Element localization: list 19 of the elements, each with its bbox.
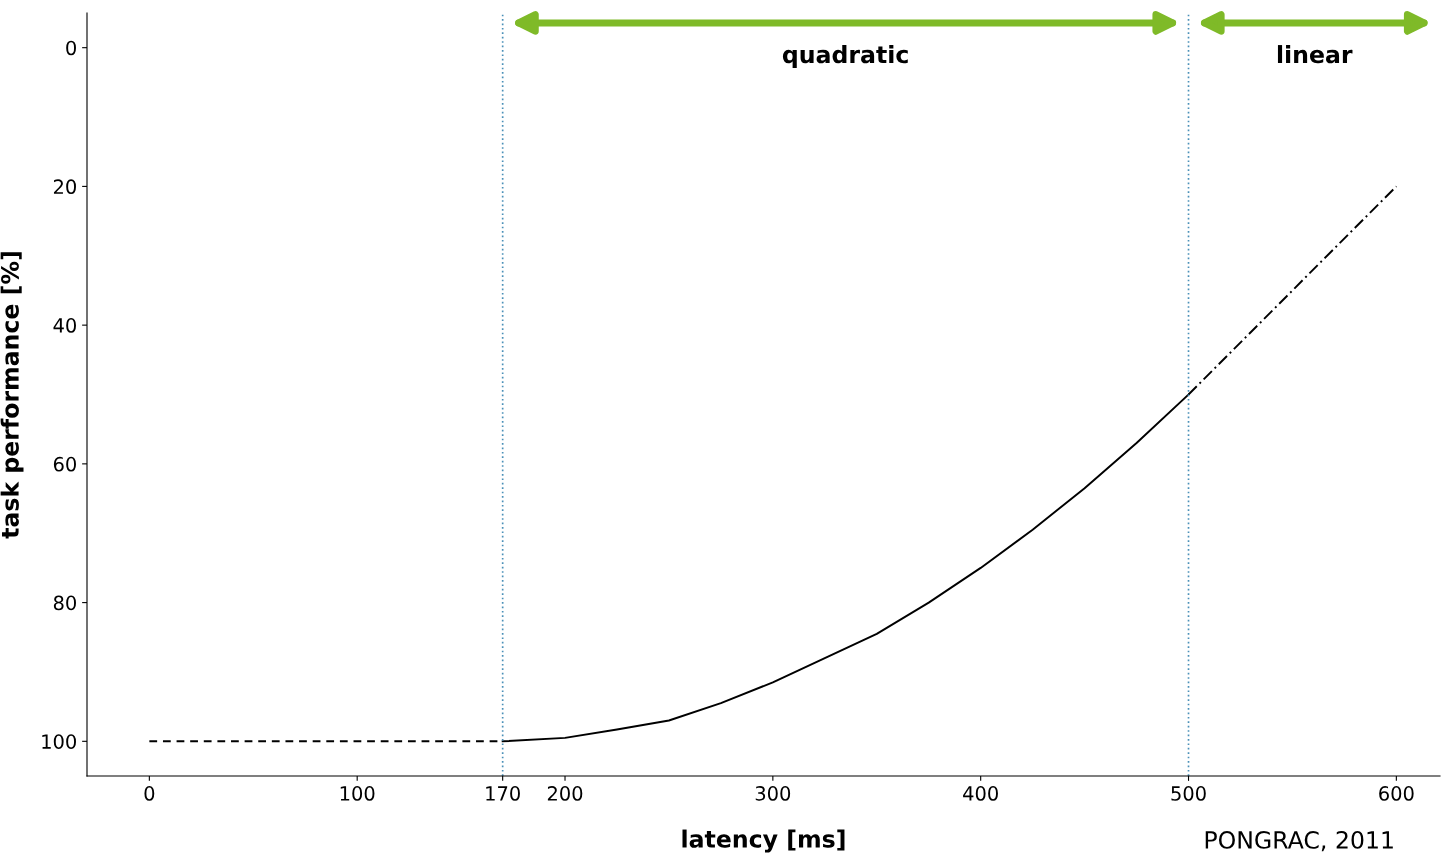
y-tick-label: 100 [42, 734, 76, 749]
text: PONGRAC, 2011 [1205, 830, 1393, 852]
y-tick-label: 20 [53, 179, 76, 195]
y-tick-label: 80 [53, 595, 76, 611]
x-tick-label: 500 [1171, 786, 1206, 801]
y-tick-label: 0 [66, 40, 76, 56]
x-tick-label: 400 [963, 786, 998, 801]
x-tick-label: 600 [1379, 786, 1414, 801]
x-tick-label: 100 [340, 786, 375, 801]
x-tick-label: 170 [486, 786, 520, 801]
x-tick-label: 0 [144, 786, 155, 801]
annotation: linear [1277, 45, 1353, 64]
y-tick-label: 40 [53, 318, 76, 333]
y-axis-title: task performance [%] [0, 252, 24, 539]
annotation: quadratic [782, 45, 908, 68]
x-tick-label: 300 [755, 786, 791, 801]
x-axis-title: latency [ms] [682, 829, 845, 853]
x-tick-label: 200 [547, 786, 583, 801]
y-tick-label: 60 [53, 456, 76, 472]
